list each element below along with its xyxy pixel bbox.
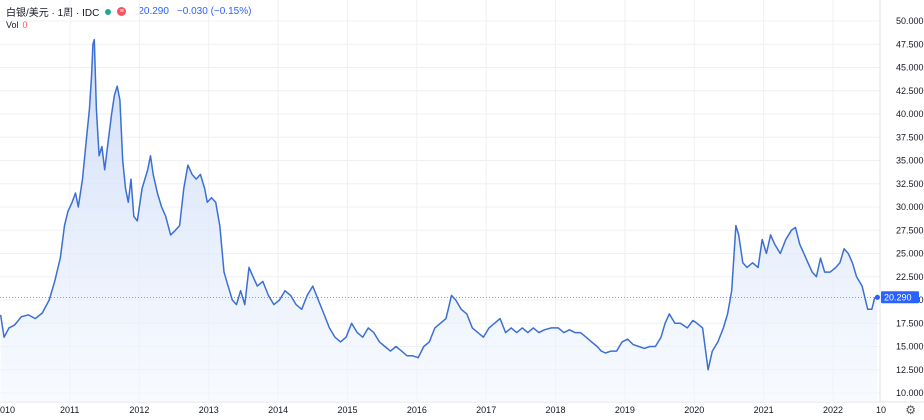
y-tick-label: 10.000 [896, 388, 924, 398]
flag-icon[interactable]: ≡ [117, 7, 127, 16]
volume-legend: Vol 0 [6, 20, 28, 30]
y-tick-label: 50.000 [896, 16, 924, 26]
last-price-tag [881, 291, 919, 304]
x-tick-label: 2013 [199, 405, 219, 415]
volume-label: Vol [6, 20, 19, 30]
y-tick-label: 45.000 [896, 63, 924, 73]
gear-icon[interactable]: ⚙ [905, 403, 916, 417]
y-tick-label: 25.000 [896, 249, 924, 259]
chart-header: 白银/美元 · 1周 · IDC ≡ 20.290 −0.030 (−0.15%… [6, 4, 251, 19]
symbol-title[interactable]: 白银/美元 · 1周 · IDC [6, 8, 100, 19]
last-price-dot [874, 294, 880, 300]
volume-value: 0 [22, 20, 28, 30]
y-tick-label: 12.500 [896, 365, 924, 375]
y-tick-label: 42.500 [896, 86, 924, 96]
x-tick-label: 2017 [476, 405, 496, 415]
x-tick-label: 2022 [823, 405, 843, 415]
x-tick-label: 2021 [754, 405, 774, 415]
x-tick-label: 2020 [684, 405, 704, 415]
price-area [0, 39, 878, 402]
y-tick-label: 30.000 [896, 202, 924, 212]
y-tick-label: 47.500 [896, 39, 924, 49]
last-price-label: 20.290 [884, 292, 912, 302]
x-tick-label: 2011 [60, 405, 79, 415]
y-tick-label: 15.000 [896, 342, 924, 352]
y-tick-label: 35.000 [896, 156, 924, 166]
price-change: −0.030 (−0.15%) [176, 6, 252, 17]
x-tick-label: 2016 [407, 405, 427, 415]
x-tick-label: 10 [876, 405, 886, 415]
y-tick-label: 22.500 [896, 272, 924, 282]
price-line [0, 38, 878, 371]
y-tick-label: 27.500 [896, 225, 924, 235]
x-tick-label: 2014 [268, 405, 288, 415]
y-tick-label: 40.000 [896, 109, 924, 119]
x-tick-label: 010 [0, 405, 15, 415]
market-status-icon [105, 8, 112, 15]
y-tick-label: 17.500 [896, 318, 924, 328]
y-tick-label: 32.500 [896, 179, 924, 189]
x-tick-label: 2019 [615, 405, 635, 415]
x-tick-label: 2015 [337, 405, 357, 415]
x-tick-label: 2012 [129, 405, 149, 415]
x-tick-label: 2018 [546, 405, 566, 415]
y-tick-label: 37.500 [896, 132, 924, 142]
last-price: 20.290 [138, 6, 169, 17]
